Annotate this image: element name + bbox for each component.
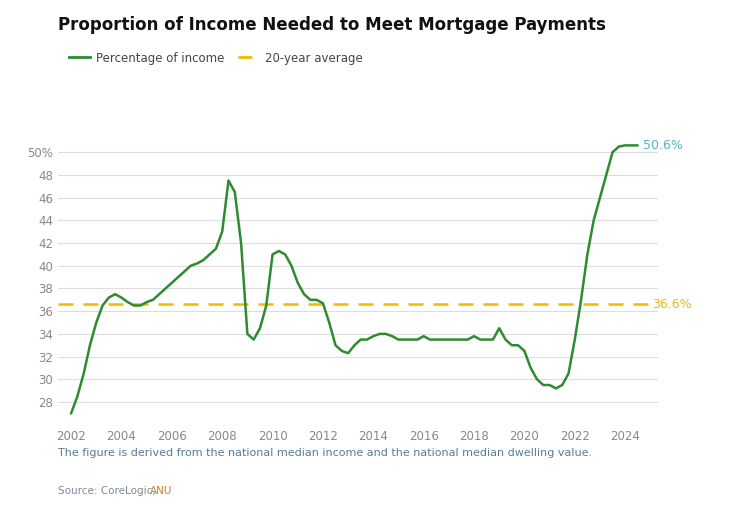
Text: The figure is derived from the national median income and the national median dw: The figure is derived from the national … bbox=[58, 448, 593, 458]
Text: 50.6%: 50.6% bbox=[643, 139, 683, 152]
Text: ANU: ANU bbox=[150, 486, 173, 496]
Text: Proportion of Income Needed to Meet Mortgage Payments: Proportion of Income Needed to Meet Mort… bbox=[58, 16, 606, 34]
Text: Source: CoreLogic,: Source: CoreLogic, bbox=[58, 486, 159, 496]
Legend: Percentage of income, 20-year average: Percentage of income, 20-year average bbox=[64, 47, 368, 69]
Text: 36.6%: 36.6% bbox=[651, 298, 692, 311]
